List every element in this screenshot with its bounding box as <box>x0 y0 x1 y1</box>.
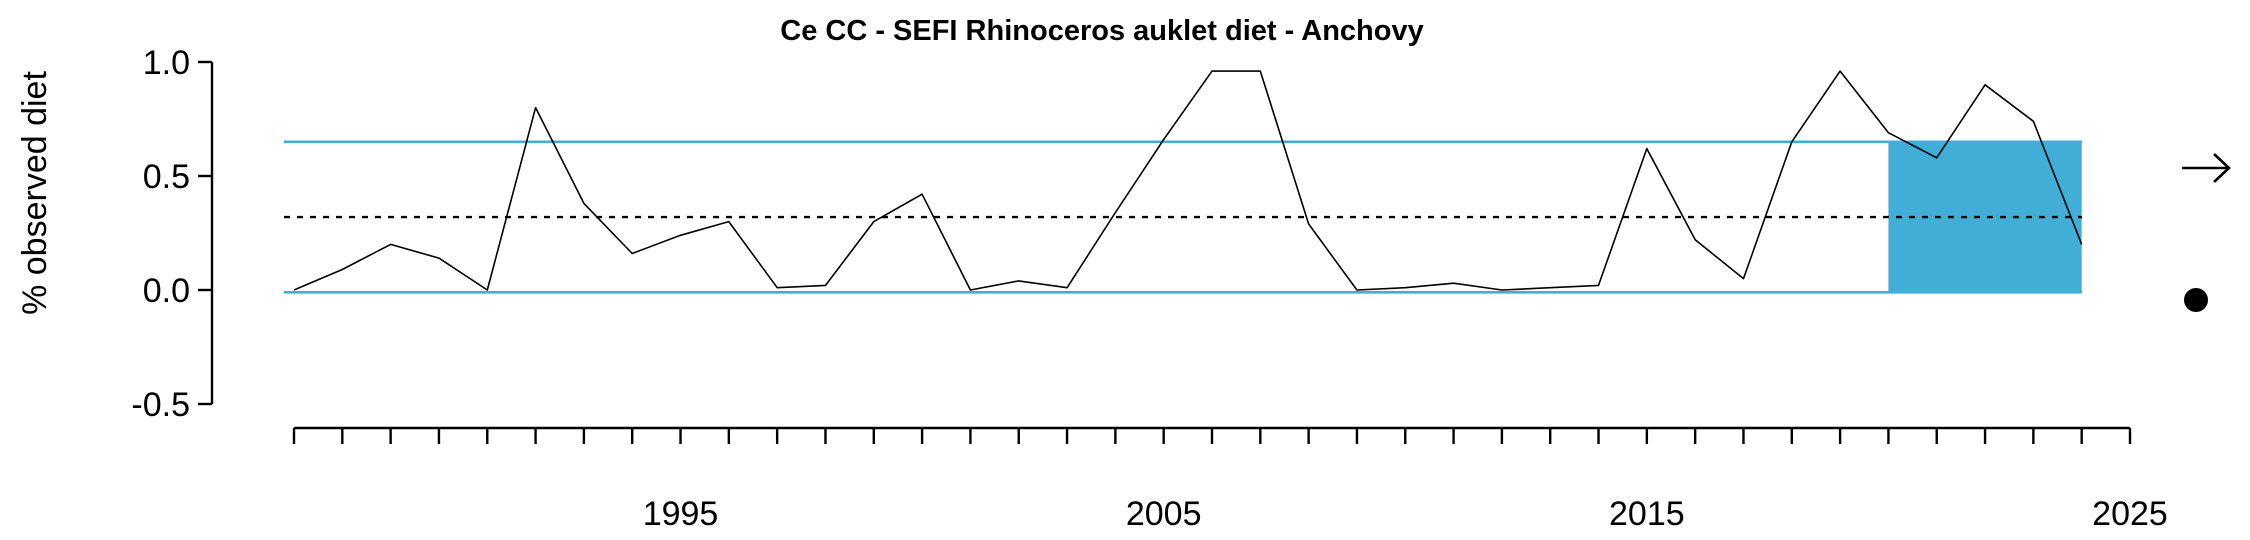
trend-arrow-icon <box>2182 153 2231 183</box>
y-tick-label: 0.0 <box>143 272 190 310</box>
y-tick-label: -0.5 <box>131 386 190 424</box>
y-tick-label: 0.5 <box>143 158 190 196</box>
reference-lines <box>284 140 2082 294</box>
series-line-0 <box>293 70 2083 291</box>
series-layer <box>293 70 2083 291</box>
y-axis: 1.0 0.5 0.0 -0.5 <box>131 44 214 424</box>
x-tick-label: 1995 <box>643 495 719 533</box>
x-tick-label: 2015 <box>1609 495 1685 533</box>
status-dot-icon <box>2184 288 2208 312</box>
y-axis-label: % observed diet <box>16 71 54 315</box>
x-tick-label: 2025 <box>2092 495 2168 533</box>
indicators <box>2182 153 2231 312</box>
recent-period-highlight <box>1888 141 2082 293</box>
x-axis: 1995 2005 2015 2025 <box>292 426 2168 533</box>
highlight-layer <box>1888 141 2082 293</box>
y-tick-label: 1.0 <box>143 44 190 82</box>
chart-title: Ce CC - SEFI Rhinoceros auklet diet - An… <box>780 15 1423 47</box>
x-tick-label: 2005 <box>1126 495 1202 533</box>
